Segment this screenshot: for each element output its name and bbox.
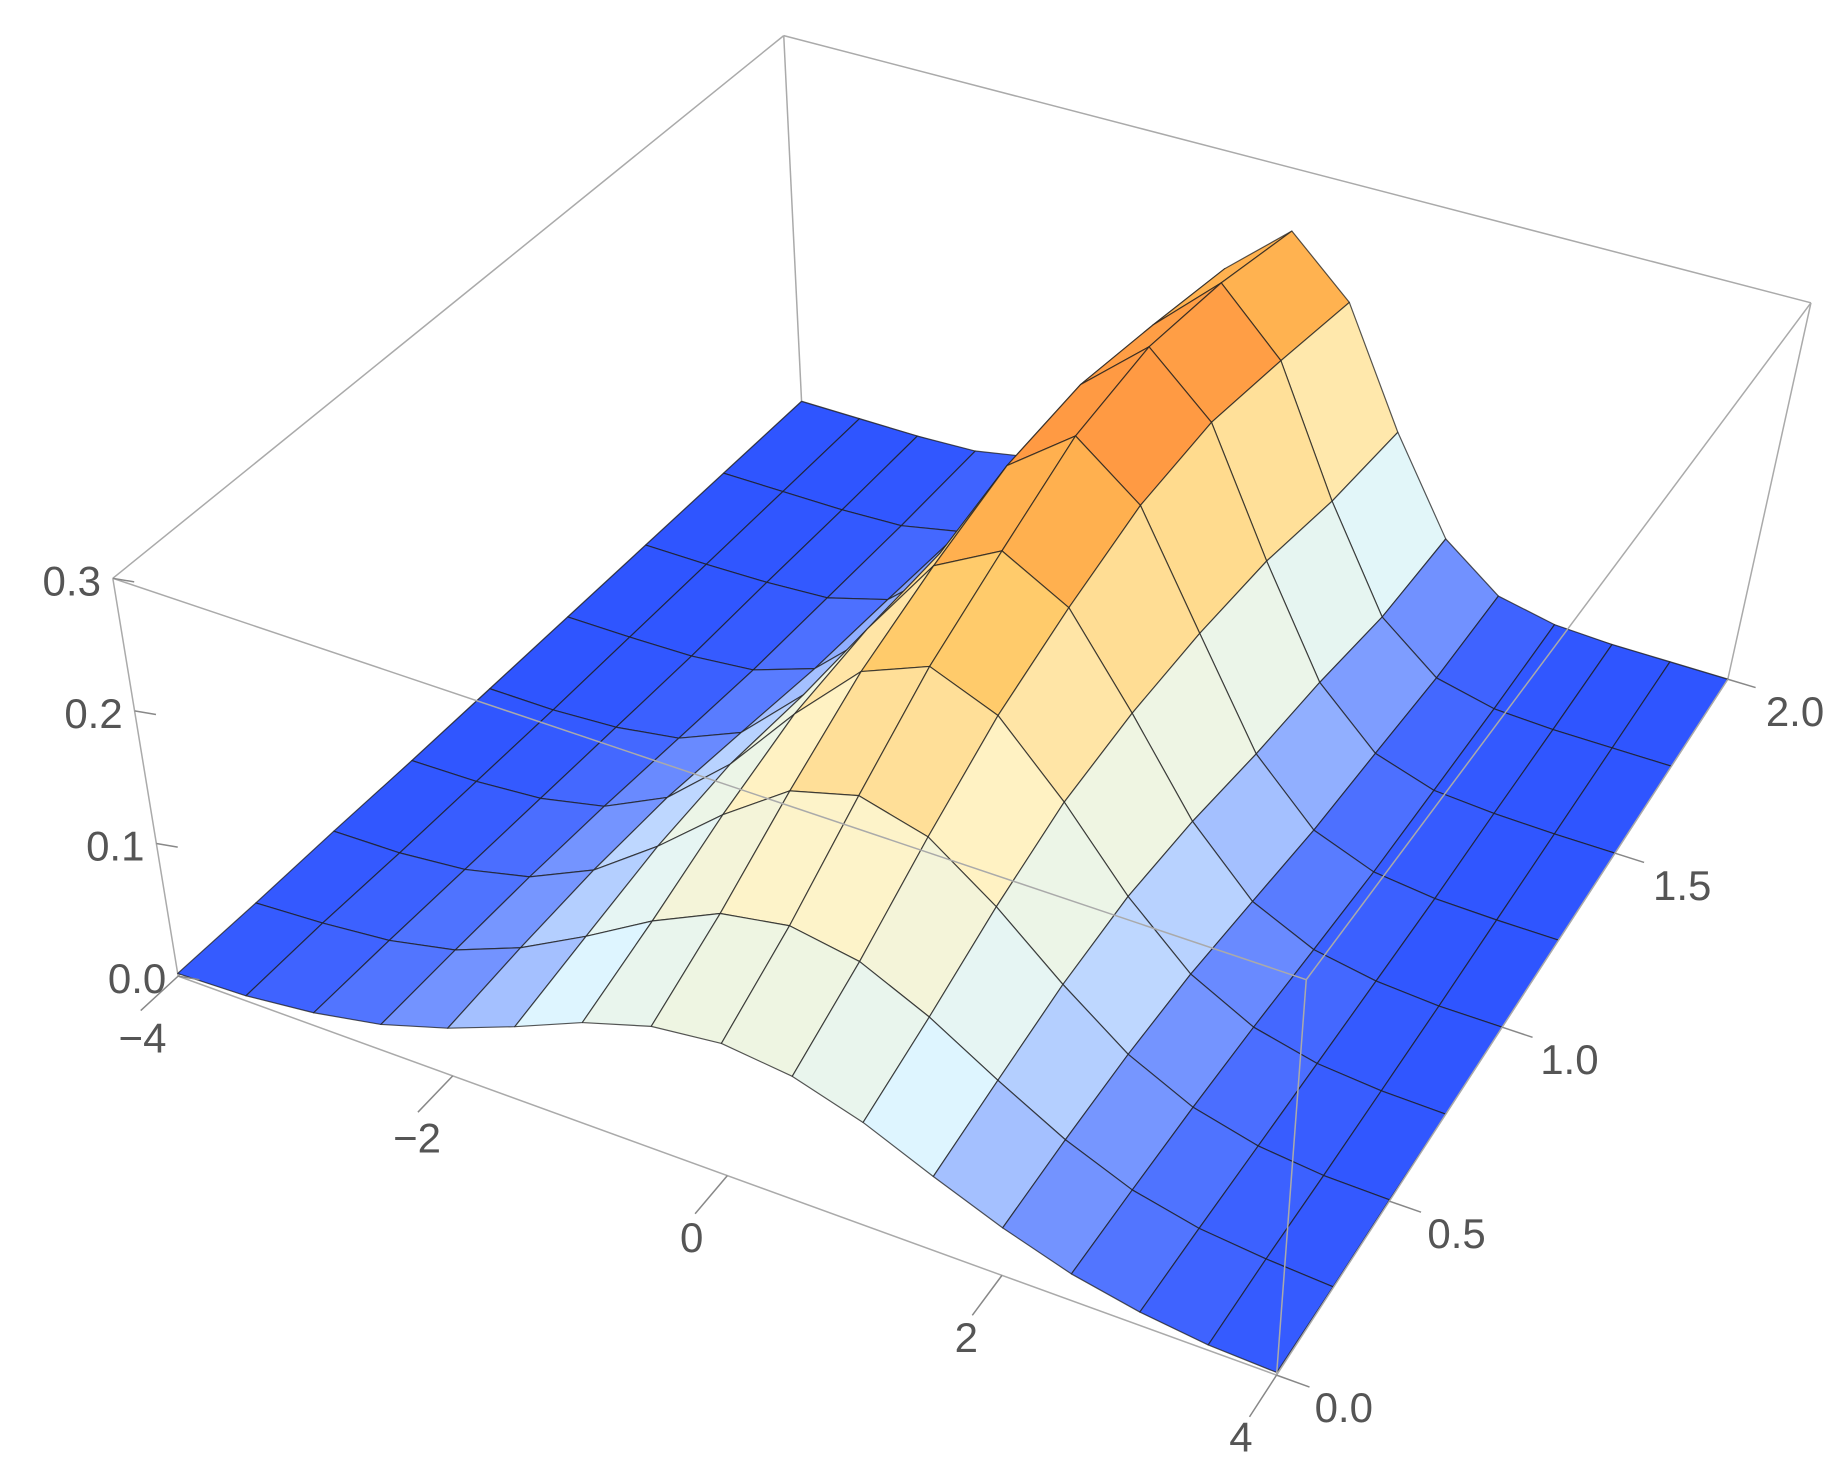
x-tick-label: 2 xyxy=(955,1314,978,1361)
y-tick-label: 0.0 xyxy=(1315,1384,1373,1431)
x-tick xyxy=(971,1274,1003,1316)
x-tick xyxy=(417,1075,454,1113)
z-tick xyxy=(178,975,200,981)
box-edge xyxy=(112,35,785,579)
z-tick-label: 0.0 xyxy=(108,955,166,1002)
box-edge xyxy=(112,577,1307,981)
y-tick-label: 0.5 xyxy=(1427,1210,1485,1257)
box-edge xyxy=(112,578,179,977)
z-tick xyxy=(112,577,135,583)
x-tick xyxy=(1248,1374,1278,1418)
x-tick-label: −4 xyxy=(119,1015,167,1062)
x-tick-label: 0 xyxy=(680,1214,703,1261)
box-edge xyxy=(1727,302,1812,680)
z-tick xyxy=(134,710,157,716)
y-tick xyxy=(1727,678,1756,689)
y-tick-label: 1.0 xyxy=(1540,1036,1598,1083)
x-tick xyxy=(694,1175,728,1215)
x-tick xyxy=(140,975,179,1012)
z-tick xyxy=(156,842,178,848)
y-tick-label: 1.5 xyxy=(1653,862,1711,909)
y-tick xyxy=(1276,1374,1310,1388)
z-tick-label: 0.1 xyxy=(86,823,144,870)
y-tick xyxy=(1389,1200,1422,1213)
y-tick xyxy=(1501,1026,1533,1039)
z-tick-label: 0.2 xyxy=(64,690,122,737)
box-edge xyxy=(1305,302,1812,981)
y-tick-label: 2.0 xyxy=(1766,688,1824,735)
box-edge xyxy=(1275,979,1307,1376)
x-tick-label: −2 xyxy=(393,1114,441,1161)
x-tick-label: 4 xyxy=(1229,1414,1252,1461)
y-tick xyxy=(1614,852,1645,864)
box-edge xyxy=(783,34,1812,304)
box-edge xyxy=(783,35,803,402)
z-tick-label: 0.3 xyxy=(43,557,101,604)
